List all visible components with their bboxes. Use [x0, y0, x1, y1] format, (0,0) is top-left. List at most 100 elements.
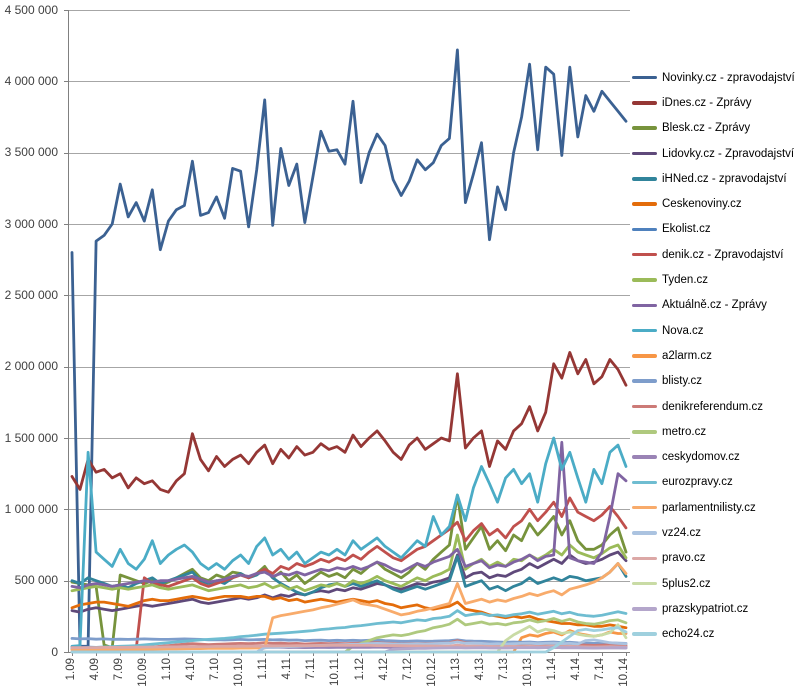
legend-item: blisty.cz: [632, 369, 804, 394]
series-line-bleskcz: [70, 493, 628, 650]
legend-line-swatch: [632, 151, 657, 156]
series-line-idnescz: [70, 350, 628, 494]
y-axis-tick: [64, 295, 68, 297]
y-axis-label: 0: [51, 644, 58, 659]
x-axis-tick: [505, 652, 507, 656]
legend-line-swatch: [632, 328, 657, 333]
legend-label: Ekolist.cz: [662, 223, 711, 236]
x-axis-tick: [144, 652, 146, 656]
gridline: [68, 580, 630, 582]
legend-item: metro.cz: [632, 419, 804, 444]
series-line-echo24cz: [70, 626, 628, 654]
y-axis-tick: [64, 509, 68, 511]
x-axis-tick: [120, 652, 122, 656]
legend-label: Blesk.cz - Zprávy: [662, 122, 751, 135]
series-line-lidovkycz: [70, 550, 628, 614]
legend-line-swatch: [632, 101, 657, 105]
legend-label: 5plus2.cz: [662, 577, 711, 590]
legend-item: parlamentnilisty.cz: [632, 495, 804, 520]
x-axis-tick: [481, 652, 483, 656]
legend-label: iHNed.cz - zpravodajství: [662, 172, 787, 185]
gridline: [68, 438, 630, 439]
legend-item: eurozpravy.cz: [632, 470, 804, 495]
legend-item: iDnes.cz - Zprávy: [632, 90, 804, 115]
legend-line-swatch: [632, 581, 657, 586]
legend-label: iDnes.cz - Zprávy: [662, 96, 752, 109]
legend-item: Ceskenoviny.cz: [632, 191, 804, 216]
legend-item: Lidovky.cz - Zpravodajství: [632, 141, 804, 166]
y-axis-label: 4 000 000: [4, 73, 58, 88]
legend-line-swatch: [632, 252, 657, 257]
series-line-eurozpravycz: [70, 609, 628, 650]
legend-item: Aktuálně.cz - Zprávy: [632, 293, 804, 318]
legend-line-swatch: [632, 531, 657, 535]
x-axis-tick: [529, 652, 531, 656]
legend-line-swatch: [632, 404, 657, 409]
legend-item: denikreferendum.cz: [632, 394, 804, 419]
legend-label: Ceskenoviny.cz: [662, 198, 742, 211]
gridline: [68, 152, 630, 154]
x-axis-tick: [192, 652, 194, 656]
legend-label: Lidovky.cz - Zpravodajství: [662, 147, 795, 160]
x-axis-tick: [264, 652, 266, 656]
legend-item: echo24.cz: [632, 622, 804, 647]
y-axis-label: 3 500 000: [4, 145, 58, 160]
x-axis-tick: [553, 652, 555, 656]
legend-line-swatch: [632, 632, 657, 636]
legend-item: prazskypatriot.cz: [632, 596, 804, 621]
legend-item: Novinky.cz - zpravodajství: [632, 65, 804, 90]
legend-line-swatch: [632, 177, 657, 181]
legend-item: denik.cz - Zpravodajství: [632, 242, 804, 267]
x-axis-tick: [96, 652, 98, 656]
legend-item: Ekolist.cz: [632, 217, 804, 242]
y-axis-tick: [64, 366, 68, 368]
y-axis-label: 500 000: [14, 573, 58, 588]
legend-label: Aktuálně.cz - Zprávy: [662, 299, 767, 312]
y-axis-label: 3 000 000: [4, 216, 58, 231]
series-line-aktulncz: [70, 440, 628, 590]
legend-label: eurozpravy.cz: [662, 476, 733, 489]
legend-label: vz24.cz: [662, 526, 701, 539]
legend-line-swatch: [632, 303, 657, 308]
gridline: [68, 366, 630, 368]
legend-line-swatch: [632, 379, 657, 383]
y-axis-label: 2 000 000: [4, 359, 58, 374]
y-axis-tick: [64, 152, 68, 154]
legend-item: 5plus2.cz: [632, 571, 804, 596]
y-axis-tick: [64, 10, 68, 11]
x-axis-tick: [72, 652, 73, 656]
legend-line-swatch: [632, 430, 657, 434]
y-axis-label: 2 500 000: [4, 287, 58, 302]
x-axis-tick: [312, 652, 314, 656]
legend-label: a2larm.cz: [662, 349, 712, 362]
legend: Novinky.cz - zpravodajství iDnes.cz - Zpr…: [632, 65, 804, 647]
legend-line-swatch: [632, 75, 657, 80]
gridline: [68, 81, 630, 83]
legend-label: Novinky.cz - zpravodajství: [662, 71, 795, 84]
legend-line-swatch: [632, 480, 657, 485]
legend-label: denik.cz - Zpravodajství: [662, 248, 784, 261]
legend-item: ceskydomov.cz: [632, 444, 804, 469]
legend-label: parlamentnilisty.cz: [662, 501, 756, 514]
legend-line-swatch: [632, 126, 657, 130]
legend-item: Nova.cz: [632, 318, 804, 343]
legend-item: a2larm.cz: [632, 343, 804, 368]
y-axis-label: 1 000 000: [4, 501, 58, 516]
x-axis-tick: [433, 652, 435, 656]
legend-item: pravo.cz: [632, 546, 804, 571]
x-axis-tick: [457, 652, 459, 656]
legend-label: denikreferendum.cz: [662, 400, 763, 413]
legend-label: pravo.cz: [662, 552, 706, 565]
y-axis-line: [68, 10, 69, 652]
legend-label: prazskypatriot.cz: [662, 602, 749, 615]
x-axis-tick: [168, 652, 170, 656]
legend-line-swatch: [632, 556, 657, 561]
y-axis-label: 1 500 000: [4, 430, 58, 445]
x-axis-tick: [240, 652, 242, 656]
legend-line-swatch: [632, 455, 657, 459]
legend-line-swatch: [632, 202, 657, 206]
legend-item: iHNed.cz - zpravodajství: [632, 166, 804, 191]
y-axis-tick: [64, 652, 68, 653]
